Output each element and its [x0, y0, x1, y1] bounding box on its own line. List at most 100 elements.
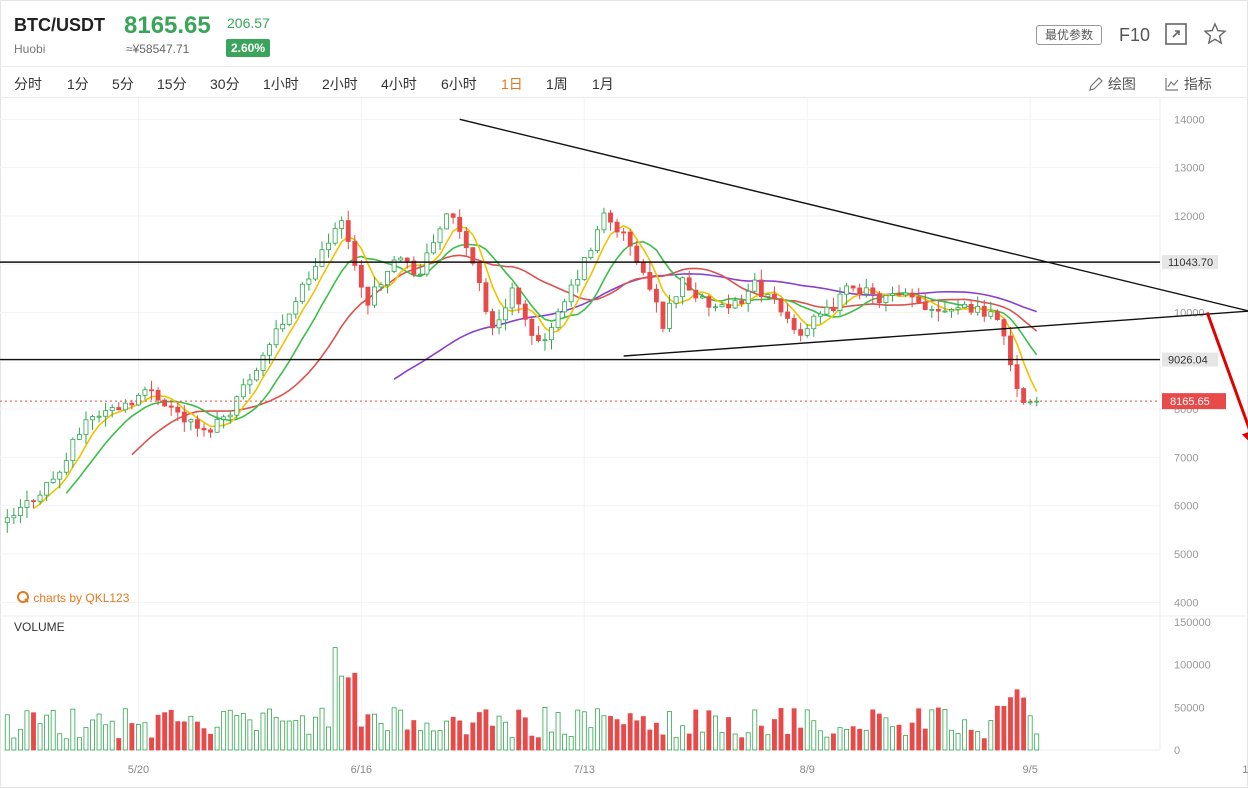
- volume-bar: [719, 732, 725, 751]
- candle-body: [516, 287, 522, 305]
- candle-body: [817, 313, 823, 317]
- candle-body: [1001, 319, 1007, 337]
- volume-bar: [817, 730, 823, 751]
- current-price-box: [1162, 393, 1226, 410]
- volume-bar: [109, 720, 115, 751]
- candle-body: [470, 247, 476, 264]
- volume-bar: [798, 727, 804, 751]
- date-tick-label: 5/20: [128, 764, 149, 776]
- candle-body: [234, 396, 240, 416]
- volume-bar: [844, 729, 850, 751]
- volume-tick-label: 100000: [1174, 660, 1211, 672]
- candle-body: [444, 213, 450, 230]
- volume-bar: [981, 738, 987, 751]
- pencil-icon: [1089, 77, 1103, 91]
- tab-period-10[interactable]: 1周: [546, 76, 568, 92]
- date-tick-label: 8/9: [800, 764, 815, 776]
- candle-body: [385, 271, 391, 286]
- f10-button[interactable]: F10: [1119, 25, 1151, 45]
- candle-body: [1027, 401, 1033, 404]
- tab-period-2[interactable]: 5分: [112, 76, 134, 92]
- volume-bar: [306, 733, 312, 751]
- qkl-logo-icon: [17, 591, 29, 603]
- tab-period-8[interactable]: 6小时: [441, 76, 477, 92]
- candle-body: [398, 257, 404, 261]
- candle-body: [876, 293, 882, 303]
- change-percent-badge: 2.60%: [226, 39, 271, 57]
- candle-body: [76, 434, 82, 440]
- volume-bar: [90, 719, 95, 751]
- volume-bar: [863, 729, 869, 751]
- candle-body: [549, 327, 554, 341]
- candle-body: [804, 328, 810, 336]
- tab-period-9[interactable]: 1日: [501, 76, 523, 92]
- candle-body: [850, 285, 856, 289]
- tab-period-7[interactable]: 4小时: [381, 76, 417, 92]
- candle-body: [57, 471, 63, 480]
- volume-bar: [804, 709, 810, 751]
- candle-body: [726, 304, 731, 309]
- volume-bar: [745, 732, 751, 751]
- volume-tick-label: 50000: [1174, 702, 1205, 714]
- candle-body: [116, 407, 122, 411]
- volume-bar: [417, 730, 423, 751]
- candle-body: [280, 324, 286, 330]
- price-tick-label: 7000: [1174, 452, 1198, 464]
- candle-body: [339, 220, 345, 229]
- tab-period-1[interactable]: 1分: [67, 76, 89, 92]
- candle-body: [890, 293, 895, 296]
- candle-body: [745, 290, 751, 304]
- volume-bar: [24, 710, 30, 751]
- volume-bar: [994, 705, 1000, 751]
- tab-period-11[interactable]: 1月: [592, 76, 614, 92]
- candle-body: [903, 292, 909, 296]
- params-button[interactable]: 最优参数: [1036, 25, 1103, 45]
- date-tick-label: 6/16: [351, 764, 372, 776]
- candle-body: [863, 287, 869, 295]
- volume-bar: [575, 709, 581, 751]
- volume-bar: [332, 647, 338, 751]
- tab-period-5[interactable]: 1小时: [263, 76, 299, 92]
- volume-bar: [975, 731, 981, 751]
- draw-tool[interactable]: 绘图: [1088, 74, 1136, 94]
- trendline: [623, 310, 1248, 357]
- volume-bar: [254, 729, 259, 751]
- volume-bar: [483, 709, 489, 751]
- candle-body: [529, 318, 535, 336]
- volume-bar: [135, 724, 141, 751]
- volume-bar: [83, 727, 89, 751]
- volume-bar: [273, 717, 279, 751]
- candle-body: [109, 407, 115, 412]
- volume-bar: [142, 722, 148, 751]
- volume-bar: [221, 711, 227, 751]
- candle-body: [476, 262, 482, 284]
- indicator-tool[interactable]: 指标: [1164, 74, 1212, 94]
- candle-body: [811, 315, 817, 330]
- volume-bar: [326, 726, 332, 751]
- tab-period-4[interactable]: 30分: [210, 76, 240, 92]
- volume-bar: [837, 727, 843, 751]
- volume-bar: [555, 712, 561, 751]
- volume-bar: [535, 737, 541, 751]
- candle-body: [542, 339, 548, 342]
- current-price-label: 8165.65: [1170, 396, 1210, 408]
- candle-body: [555, 311, 561, 329]
- volume-bar: [11, 737, 17, 751]
- candle-body: [70, 438, 76, 462]
- candle-body: [601, 212, 607, 231]
- volume-bar: [942, 709, 948, 751]
- volume-bar: [706, 710, 712, 751]
- tab-period-3[interactable]: 15分: [157, 76, 187, 92]
- volume-bar: [267, 708, 272, 751]
- candle-body: [188, 419, 194, 423]
- price-tick-label: 13000: [1174, 163, 1205, 175]
- volume-bar: [4, 714, 10, 751]
- candle-body: [90, 416, 95, 421]
- star-icon[interactable]: [1203, 22, 1227, 46]
- candle-body: [326, 242, 332, 251]
- volume-bar: [339, 675, 345, 751]
- tab-period-6[interactable]: 2小时: [322, 76, 358, 92]
- expand-icon[interactable]: [1164, 22, 1188, 46]
- tab-period-0[interactable]: 分时: [14, 76, 42, 92]
